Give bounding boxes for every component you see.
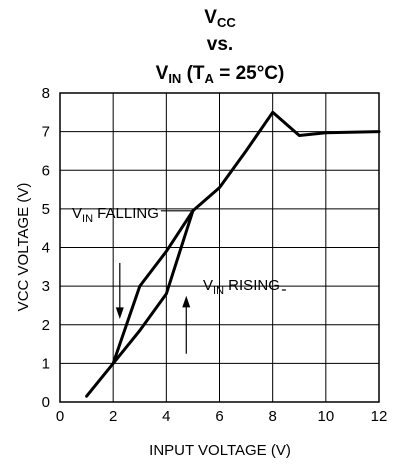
series <box>85 110 381 398</box>
grid <box>59 92 380 403</box>
x-tick-label-2: 2 <box>109 408 117 425</box>
y-tick-label-6: 6 <box>42 162 50 179</box>
x-tick-label-6: 6 <box>215 408 223 425</box>
arrow-down-head <box>115 307 124 319</box>
series-line-vin-rising <box>85 110 381 398</box>
y-tick-label-5: 5 <box>42 201 50 218</box>
series-line-vin-falling <box>111 209 195 365</box>
y-tick-label-0: 0 <box>42 394 50 411</box>
x-tick-label-0: 0 <box>56 408 64 425</box>
x-axis-label: INPUT VOLTAGE (V) <box>149 442 291 459</box>
arrow-up-head <box>182 295 191 308</box>
plot-frame <box>59 92 380 403</box>
y-tick-label-3: 3 <box>42 278 50 295</box>
x-tick-label-12: 12 <box>371 408 388 425</box>
chart-title-line-2: vs. <box>207 34 233 55</box>
x-tick-label-10: 10 <box>317 408 334 425</box>
y-axis-label: VCC VOLTAGE (V) <box>15 183 32 312</box>
annotation-leaders <box>115 210 286 354</box>
y-tick-label-4: 4 <box>42 240 50 257</box>
chart-title-line-1: VCC <box>204 7 236 30</box>
y-tick-label-8: 8 <box>42 85 50 102</box>
annotation-vin-rising: VIN RISING <box>203 277 280 297</box>
x-tick-label-8: 8 <box>268 408 276 425</box>
annotation-vin-falling: VIN FALLING <box>72 205 159 225</box>
chart-title-line-3: VIN (TA = 25°C) <box>156 63 285 86</box>
x-tick-label-4: 4 <box>162 408 170 425</box>
y-tick-label-2: 2 <box>42 317 50 334</box>
y-tick-label-1: 1 <box>42 355 50 372</box>
y-tick-label-7: 7 <box>42 124 50 141</box>
